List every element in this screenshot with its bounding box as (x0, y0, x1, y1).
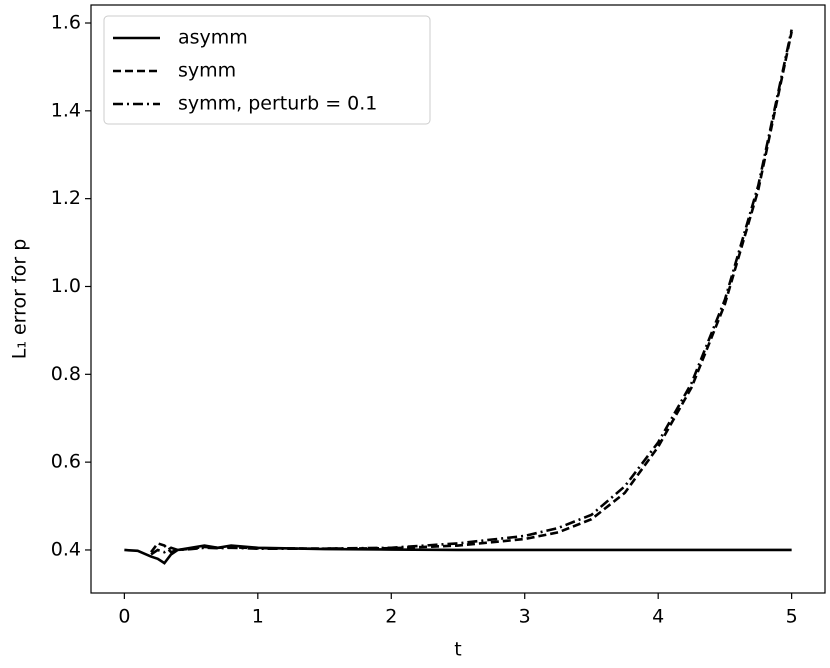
y-axis-label: L₁ error for p (9, 239, 31, 360)
legend-label: symm (178, 60, 236, 82)
x-tick-label: 4 (652, 606, 664, 628)
x-tick-label: 2 (385, 606, 397, 628)
x-tick-label: 5 (786, 606, 798, 628)
y-tick-label: 0.8 (51, 363, 81, 385)
legend-label: symm, perturb = 0.1 (178, 93, 377, 115)
x-axis-label: t (454, 639, 461, 661)
x-tick-label: 3 (519, 606, 531, 628)
data-line (150, 29, 793, 556)
y-tick-label: 0.4 (51, 538, 81, 560)
y-tick-label: 0.6 (51, 451, 81, 473)
y-tick-label: 1.2 (51, 187, 81, 209)
y-tick-label: 1.0 (51, 275, 81, 297)
legend-label: asymm (178, 27, 248, 49)
x-tick-label: 0 (118, 606, 130, 628)
plot-frame (90, 4, 826, 594)
legend-box (103, 15, 431, 125)
x-tick-label: 1 (252, 606, 264, 628)
data-line (150, 31, 793, 554)
data-line (124, 544, 792, 565)
y-tick-label: 1.4 (51, 99, 81, 121)
y-tick-label: 1.6 (51, 12, 81, 34)
